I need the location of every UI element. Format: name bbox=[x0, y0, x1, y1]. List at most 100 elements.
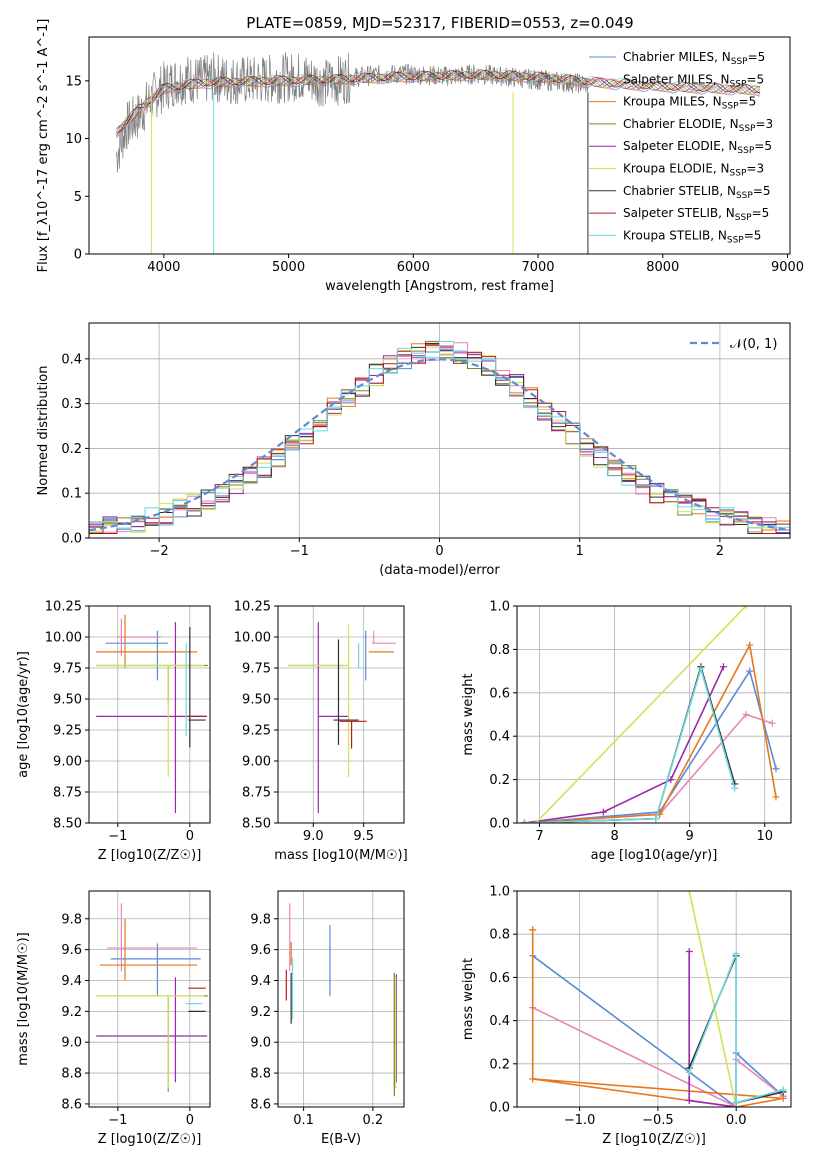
x-tick-label: 8000 bbox=[646, 260, 679, 275]
axes-frame bbox=[277, 605, 405, 824]
axes-frame bbox=[516, 890, 792, 1108]
y-tick-label: 0.6 bbox=[489, 971, 510, 986]
figure-title: PLATE=0859, MJD=52317, FIBERID=0553, z=0… bbox=[246, 14, 633, 32]
y-tick-label: 8.75 bbox=[242, 786, 271, 801]
y-tick-label: 0.4 bbox=[489, 1014, 510, 1029]
legend-label: Salpeter MILES, NSSP=5 bbox=[623, 72, 764, 89]
axes-frame bbox=[88, 605, 211, 824]
series-point bbox=[742, 606, 750, 610]
x-tick-label: 8 bbox=[610, 829, 618, 844]
chart-spectrum: 4000 5000 6000 7000 8000 9000 0 5 10 15 wavelength… bbox=[36, 19, 804, 294]
series-point bbox=[779, 1094, 787, 1102]
y-tick-label: 1.0 bbox=[489, 600, 510, 615]
series-line bbox=[531, 929, 784, 1107]
chart-mass-weight-vs-age: 7 8 9 10 0.0 0.2 0.4 0.6 0.8 1.0 age [log10(age/yr… bbox=[461, 600, 792, 863]
x-tick-label: 0 bbox=[186, 829, 194, 844]
series-point bbox=[768, 719, 776, 727]
y-tick-label: 0.8 bbox=[489, 643, 510, 658]
x-axis-label: Z [log10(Z/Z☉)] bbox=[98, 848, 202, 863]
axes-frame bbox=[88, 36, 791, 255]
y-tick-label: 0.8 bbox=[489, 928, 510, 943]
chart-mass-vs-Z: −1 0 8.6 8.8 9.0 9.2 9.4 9.6 9.8 Z [log10(Z/Z☉)] m… bbox=[16, 890, 211, 1147]
series-point bbox=[685, 947, 693, 955]
x-axis-label: (data-model)/error bbox=[379, 563, 500, 578]
x-tick-label: 4000 bbox=[147, 260, 180, 275]
y-tick-label: 9.0 bbox=[250, 1036, 271, 1051]
x-axis-label: wavelength [Angstrom, rest frame] bbox=[325, 279, 554, 294]
series-point bbox=[685, 891, 693, 895]
y-tick-label: 9.8 bbox=[61, 912, 82, 927]
observed-spectrum-line bbox=[116, 52, 589, 173]
x-tick-label: 5000 bbox=[272, 260, 305, 275]
y-axis-label: mass weight bbox=[461, 673, 476, 755]
x-tick-label: 9.0 bbox=[303, 829, 324, 844]
chart-mass-vs-EBV: 0.1 0.2 8.6 8.8 9.0 9.2 9.4 9.6 9.8 E(B-V) bbox=[250, 890, 405, 1147]
x-tick-label: −1.0 bbox=[564, 1113, 596, 1128]
x-tick-label: 0 bbox=[186, 1113, 194, 1128]
x-tick-label: 0 bbox=[435, 544, 443, 559]
y-tick-label: 0.6 bbox=[489, 686, 510, 701]
series-line bbox=[688, 891, 737, 1107]
series-line bbox=[524, 666, 725, 823]
y-axis-label: Normed distribution bbox=[36, 366, 51, 496]
axes-frame bbox=[516, 605, 792, 824]
series-point bbox=[599, 808, 607, 816]
model-spectrum-line bbox=[116, 69, 761, 135]
y-tick-label: 10.00 bbox=[45, 631, 82, 646]
model-spectrum-line bbox=[116, 69, 761, 133]
x-axis-label: Z [log10(Z/Z☉)] bbox=[602, 1132, 706, 1147]
y-tick-label: 9.2 bbox=[250, 1005, 271, 1020]
series-point bbox=[731, 784, 739, 792]
y-tick-label: 9.25 bbox=[242, 724, 271, 739]
x-tick-label: 10 bbox=[756, 829, 773, 844]
series-line bbox=[524, 713, 773, 823]
x-tick-label: 2 bbox=[716, 544, 724, 559]
x-tick-label: 6000 bbox=[397, 260, 430, 275]
series-point bbox=[779, 1086, 787, 1094]
y-tick-label: 9.4 bbox=[250, 974, 271, 989]
series-point bbox=[772, 765, 780, 773]
plot-area bbox=[96, 903, 208, 1092]
chart-residuals: −2 −1 0 1 2 0.0 0.1 0.2 0.3 0.4 (data-model)/error… bbox=[36, 322, 791, 578]
legend-label: Kroupa STELIB, NSSP=5 bbox=[623, 228, 761, 245]
x-axis-label: E(B-V) bbox=[321, 1132, 361, 1147]
y-tick-label: 0.2 bbox=[489, 1057, 510, 1072]
y-tick-label: 9.75 bbox=[53, 662, 82, 677]
y-tick-label: 15 bbox=[65, 74, 82, 89]
x-tick-label: −1 bbox=[108, 829, 127, 844]
plot-area bbox=[285, 903, 397, 1097]
x-tick-label: 1 bbox=[576, 544, 584, 559]
x-tick-label: 9 bbox=[686, 829, 694, 844]
legend-label: Salpeter ELODIE, NSSP=5 bbox=[623, 139, 772, 156]
y-tick-label: 8.75 bbox=[53, 786, 82, 801]
series-line bbox=[524, 666, 736, 823]
series-line bbox=[524, 642, 777, 823]
model-spectrum-line bbox=[116, 70, 761, 130]
y-tick-label: 0.0 bbox=[489, 1101, 510, 1116]
y-tick-label: 8.6 bbox=[250, 1097, 271, 1112]
y-tick-label: 10.25 bbox=[234, 600, 271, 615]
plot-area bbox=[521, 606, 780, 823]
y-tick-label: 9.75 bbox=[242, 662, 271, 677]
y-tick-label: 9.0 bbox=[61, 1036, 82, 1051]
series-point bbox=[697, 665, 705, 673]
x-axis-label: Z [log10(Z/Z☉)] bbox=[98, 1132, 202, 1147]
series-line bbox=[524, 669, 777, 823]
y-axis-label: Flux [f_λ10^-17 erg cm^-2 s^-1 A^-1] bbox=[36, 19, 51, 273]
histogram-step bbox=[89, 341, 790, 529]
plot-area bbox=[96, 614, 208, 814]
series-point bbox=[732, 1099, 740, 1107]
y-tick-label: 9.6 bbox=[61, 943, 82, 958]
plot-area bbox=[89, 340, 790, 534]
series-point bbox=[521, 819, 529, 823]
y-tick-label: 10 bbox=[65, 132, 82, 147]
series-point bbox=[742, 711, 750, 718]
y-tick-label: 10.25 bbox=[45, 600, 82, 615]
chart-mass-weight-vs-Z: −1.0 −0.5 0.0 0.0 0.2 0.4 0.6 0.8 1.0 Z [log10(Z/… bbox=[461, 885, 792, 1147]
legend-label: Kroupa ELODIE, NSSP=3 bbox=[623, 162, 764, 179]
gaussian-curve bbox=[89, 358, 790, 532]
y-tick-label: 9.2 bbox=[61, 1005, 82, 1020]
legend-label: Chabrier ELODIE, NSSP=3 bbox=[623, 117, 773, 134]
y-tick-label: 0.4 bbox=[61, 352, 82, 367]
